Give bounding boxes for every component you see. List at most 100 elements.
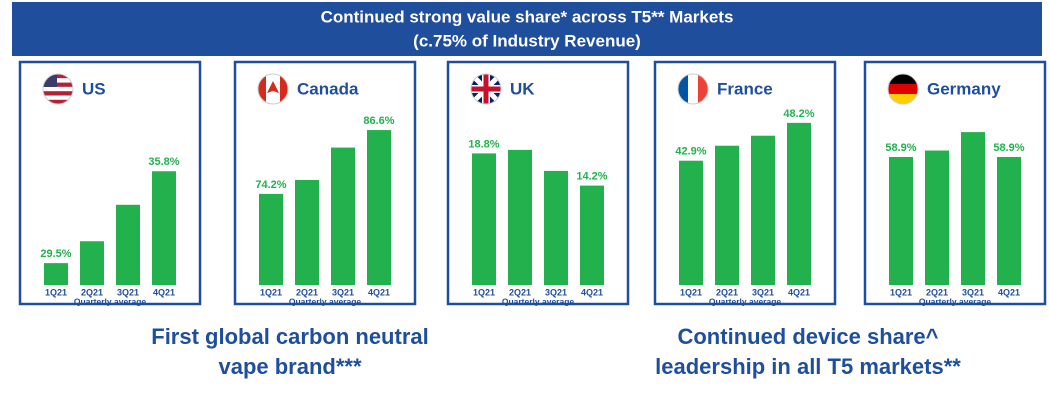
flag-part bbox=[267, 81, 279, 93]
header-subtitle: (c.75% of Industry Revenue) bbox=[413, 31, 641, 50]
bar bbox=[715, 145, 739, 285]
x-tick-label: 1Q21 bbox=[473, 287, 495, 297]
x-tick-label: 4Q21 bbox=[998, 287, 1020, 297]
header-title: Continued strong value share* across T5*… bbox=[321, 7, 734, 26]
flag-rim bbox=[887, 73, 919, 105]
flag bbox=[43, 74, 73, 104]
bar bbox=[331, 147, 355, 285]
flag-part bbox=[43, 95, 73, 100]
bar bbox=[679, 160, 703, 285]
bar bbox=[544, 170, 568, 285]
flag-part bbox=[688, 74, 698, 104]
x-tick-label: 2Q21 bbox=[509, 287, 531, 297]
footer-left-line: vape brand*** bbox=[218, 354, 361, 379]
panel bbox=[863, 60, 1047, 306]
flag-rim bbox=[257, 73, 289, 105]
flag-part bbox=[280, 74, 288, 104]
flag-rim bbox=[677, 73, 709, 105]
x-tick-label: 3Q21 bbox=[752, 287, 774, 297]
bar bbox=[925, 150, 949, 285]
x-tick-label: 2Q21 bbox=[926, 287, 948, 297]
country-title: US bbox=[82, 79, 106, 98]
bar bbox=[259, 193, 283, 285]
x-tick-label: 3Q21 bbox=[332, 287, 354, 297]
panel bbox=[233, 60, 417, 306]
value-label: 58.9% bbox=[885, 142, 916, 154]
x-tick-label: 2Q21 bbox=[296, 287, 318, 297]
bar bbox=[295, 180, 319, 285]
x-tick-label: 1Q21 bbox=[45, 287, 67, 297]
bar bbox=[997, 156, 1021, 285]
value-label: 18.8% bbox=[468, 138, 499, 150]
x-axis-label: Quarterly average bbox=[502, 296, 575, 306]
x-tick-label: 3Q21 bbox=[545, 287, 567, 297]
flag-part bbox=[483, 74, 489, 104]
x-tick-label: 1Q21 bbox=[680, 287, 702, 297]
x-tick-label: 2Q21 bbox=[81, 287, 103, 297]
flag-part bbox=[698, 74, 708, 104]
bar bbox=[472, 153, 496, 285]
bar bbox=[751, 135, 775, 285]
flag-part bbox=[43, 82, 73, 87]
value-label: 86.6% bbox=[363, 115, 394, 127]
x-tick-label: 1Q21 bbox=[260, 287, 282, 297]
footer-right-line: leadership in all T5 markets** bbox=[655, 354, 961, 379]
bar bbox=[44, 263, 68, 285]
footer-right-line: Continued device share^ bbox=[677, 324, 938, 349]
bar bbox=[80, 241, 104, 285]
flag-part bbox=[888, 74, 918, 84]
country-title: Canada bbox=[297, 79, 359, 98]
value-label: 58.9% bbox=[993, 142, 1024, 154]
x-tick-label: 4Q21 bbox=[368, 287, 390, 297]
flag-rim bbox=[42, 73, 74, 105]
bar bbox=[961, 132, 985, 285]
x-tick-label: 4Q21 bbox=[788, 287, 810, 297]
x-tick-label: 3Q21 bbox=[117, 287, 139, 297]
value-label: 14.2% bbox=[576, 171, 607, 183]
flag-part bbox=[678, 74, 688, 104]
flag-rim bbox=[470, 73, 502, 105]
flag-part bbox=[43, 86, 73, 92]
bar bbox=[367, 130, 391, 285]
bar bbox=[787, 122, 811, 285]
panel bbox=[446, 60, 630, 306]
x-axis-label: Quarterly average bbox=[919, 296, 992, 306]
footer-left-line: First global carbon neutral bbox=[151, 324, 428, 349]
flag-part bbox=[43, 99, 73, 104]
panel bbox=[18, 60, 202, 306]
flag bbox=[471, 74, 501, 104]
bar bbox=[116, 204, 140, 285]
x-tick-label: 4Q21 bbox=[581, 287, 603, 297]
value-label: 35.8% bbox=[148, 156, 179, 168]
x-axis-label: Quarterly average bbox=[74, 296, 147, 306]
bar bbox=[508, 149, 532, 285]
bar bbox=[889, 156, 913, 285]
value-label: 74.2% bbox=[255, 179, 286, 191]
flag-part bbox=[888, 94, 918, 104]
flag bbox=[258, 74, 288, 104]
header-bar bbox=[12, 2, 1042, 56]
x-tick-label: 2Q21 bbox=[716, 287, 738, 297]
flag bbox=[678, 74, 708, 104]
panel bbox=[653, 60, 837, 306]
bar bbox=[152, 171, 176, 285]
flag-part bbox=[43, 78, 73, 83]
flag-part bbox=[43, 91, 73, 96]
flag bbox=[888, 74, 918, 104]
value-label: 29.5% bbox=[40, 248, 71, 260]
flag-part bbox=[258, 74, 266, 104]
value-label: 48.2% bbox=[783, 108, 814, 120]
bar bbox=[580, 185, 604, 285]
flag-part bbox=[43, 74, 73, 79]
x-axis-label: Quarterly average bbox=[289, 296, 362, 306]
x-tick-label: 4Q21 bbox=[153, 287, 175, 297]
x-tick-label: 3Q21 bbox=[962, 287, 984, 297]
x-tick-label: 1Q21 bbox=[890, 287, 912, 297]
value-label: 42.9% bbox=[675, 146, 706, 158]
country-title: France bbox=[717, 79, 773, 98]
x-axis-label: Quarterly average bbox=[709, 296, 782, 306]
country-title: UK bbox=[510, 79, 535, 98]
country-title: Germany bbox=[927, 79, 1001, 98]
flag-part bbox=[888, 84, 918, 94]
